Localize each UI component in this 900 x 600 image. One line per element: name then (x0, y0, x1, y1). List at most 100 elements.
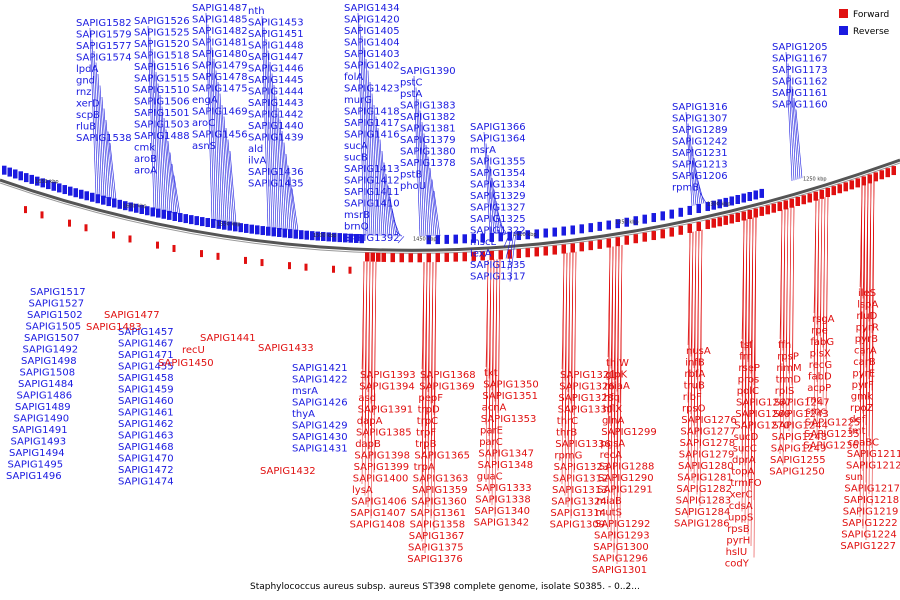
top-leader-line (367, 70, 375, 236)
bottom-gene-label: lspA (857, 300, 878, 311)
top-leader-line (269, 61, 277, 229)
top-gene-label: SAPIG1405 (344, 26, 400, 37)
bottom-gene-label: pepF (418, 393, 443, 404)
bottom-left-gene-label: SAPIG1431 (292, 444, 348, 455)
bottom-leader-line (696, 230, 700, 495)
reverse-feature (624, 217, 629, 227)
bottom-gene-label: SAPIG1365 (414, 451, 470, 462)
bottom-gene-label: acnA (482, 403, 507, 414)
reverse-feature (227, 221, 232, 231)
reverse-feature (178, 213, 183, 223)
bottom-leader-line (822, 197, 826, 406)
top-gene-label: SAPIG1205 (772, 42, 828, 53)
top-gene-label: SAPIG1412 (344, 176, 400, 187)
bottom-leader-line (564, 252, 568, 496)
bottom-gene-label: SAPIG1277 (680, 427, 736, 438)
top-gene-label: nth (248, 6, 265, 17)
top-leader-line (785, 51, 793, 182)
top-leader-line (147, 25, 155, 210)
reverse-feature (145, 206, 150, 216)
top-leader-line (89, 27, 97, 196)
forward-feature (370, 252, 375, 262)
bottom-leader-line (699, 229, 703, 507)
bottom-gene-label: pyrE (852, 369, 875, 380)
bottom-gene-label: SAPIG1338 (475, 495, 531, 506)
reverse-feature (29, 174, 34, 184)
top-leader-line (699, 192, 707, 204)
forward-feature (376, 252, 381, 262)
bottom-left-gene-label: SAPIG1462 (118, 419, 174, 430)
bottom-gene-label: SAPIG1218 (844, 495, 900, 506)
bottom-gene-label: SAPIG1398 (354, 451, 410, 462)
top-gene-label: sucB (344, 153, 368, 164)
reverse-feature (134, 203, 139, 213)
top-gene-label: rpmB (672, 183, 699, 194)
bottom-gene-label: SAPIG1219 (843, 507, 899, 518)
bottom-leader-line (430, 262, 434, 519)
top-leader-line (375, 116, 383, 236)
bottom-leader-line (421, 262, 425, 542)
top-gene-label: SAPIG1307 (672, 114, 728, 125)
forward-feature (669, 227, 674, 237)
forward-strand-features (24, 166, 896, 274)
top-leader-line (487, 154, 495, 234)
top-leader-line (395, 231, 403, 237)
top-gene-label: SAPIG1380 (400, 147, 456, 158)
top-gene-label: SAPIG1481 (192, 38, 248, 49)
bottom-gene-label: SAPIG1227 (840, 541, 896, 552)
top-gene-label: SAPIG1316 (672, 102, 728, 113)
genome-backbone (0, 158, 900, 252)
bottom-gene-label: SAPIG1293 (594, 531, 650, 542)
bottom-gene-label: SAPIG1224 (841, 530, 897, 541)
top-gene-label: SAPIG1453 (248, 18, 304, 29)
forward-feature (606, 238, 611, 248)
bottom-gene-label: SAPIG1301 (592, 565, 648, 576)
forward-feature (435, 253, 440, 263)
bottom-leader-line (744, 219, 748, 524)
bottom-leader-line (819, 198, 823, 394)
forward-feature (288, 262, 291, 270)
forward-feature (84, 224, 88, 232)
bottom-leader-line (868, 182, 872, 495)
bottom-gene-label: SAPIG1280 (678, 461, 734, 472)
tick-label: 1450 kbp (413, 236, 437, 242)
top-gene-label: SAPIG1423 (344, 84, 400, 95)
forward-feature (128, 235, 132, 243)
forward-feature (507, 249, 512, 259)
reverse-feature (633, 216, 638, 226)
top-gene-label: SAPIG1379 (400, 135, 456, 146)
bottom-leader-line (750, 217, 754, 547)
bottom-gene-label: SAPIG1347 (478, 449, 534, 460)
bottom-gene-label: hfq (604, 393, 620, 404)
bottom-gene-label: SAPIG1342 (474, 518, 530, 529)
bottom-left-red-gene-label: SAPIG1450 (158, 358, 214, 369)
top-leader-line (161, 106, 169, 213)
top-leader-line (209, 35, 217, 221)
top-leader-line (359, 24, 367, 236)
top-leader-line (159, 94, 167, 212)
bottom-gene-label: SAPIG1276 (681, 415, 737, 426)
forward-feature (819, 189, 824, 199)
top-leader-line (93, 50, 101, 197)
forward-feature (642, 232, 647, 242)
bottom-leader-line (871, 181, 875, 506)
bottom-gene-label: dapB (355, 439, 381, 450)
bottom-gene-label: dprA (732, 455, 756, 466)
forward-feature (390, 253, 395, 263)
top-gene-label: SAPIG1335 (470, 260, 526, 271)
bottom-leader-line (494, 259, 498, 517)
bottom-gene-label: SAPIG1400 (353, 474, 409, 485)
reverse-feature (348, 233, 353, 243)
bottom-gene-label: SAPIG1394 (359, 382, 415, 393)
reverse-feature (669, 209, 674, 219)
top-leader-line (165, 129, 173, 213)
reverse-feature (216, 219, 221, 229)
reverse-feature (534, 229, 539, 239)
top-leader-line (389, 196, 397, 237)
bottom-gene-label: SAPIG1281 (677, 473, 733, 484)
bottom-gene-label: SAPIG1407 (350, 508, 406, 519)
top-leader-line (373, 104, 381, 236)
bottom-gene-label: SAPIG1367 (409, 531, 465, 542)
top-leader-line (91, 39, 99, 196)
tick-label: 1250 kbp (803, 176, 827, 182)
